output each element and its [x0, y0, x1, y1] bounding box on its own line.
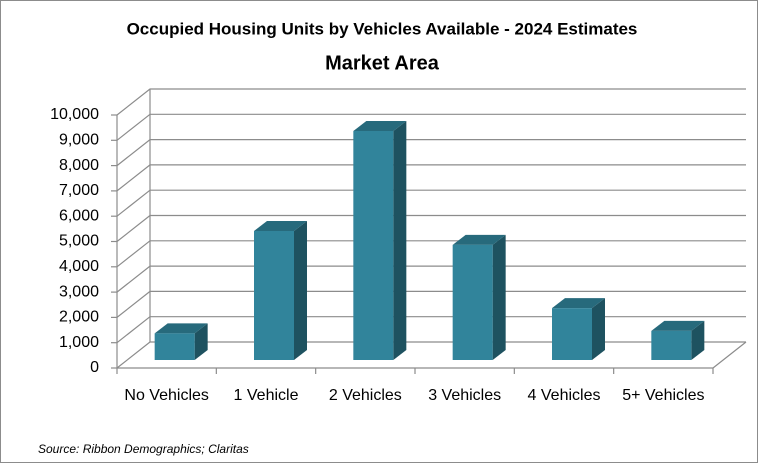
y-tick-label: 4,000 [59, 258, 99, 275]
bar-side [592, 298, 605, 360]
x-tick-label: 3 Vehicles [428, 387, 501, 404]
chart-subtitle: Market Area [325, 52, 440, 74]
y-tick-label: 5,000 [59, 233, 99, 250]
bar-top [452, 234, 506, 245]
grid-line [116, 290, 746, 318]
bar-top [254, 220, 307, 231]
y-tick-label: 2,000 [59, 309, 99, 326]
x-tick-label: 2 Vehicles [329, 387, 402, 404]
source-note: Source: Ribbon Demographics; Claritas [38, 442, 249, 456]
grid-line [116, 164, 746, 192]
y-tick-label: 6,000 [59, 207, 99, 224]
x-tick-label: No Vehicles [124, 387, 209, 404]
x-tick-label: 1 Vehicle [234, 387, 299, 404]
x-tick-label: 4 Vehicles [528, 387, 601, 404]
bar-front [353, 131, 394, 360]
bar-side [194, 323, 208, 360]
bar-side [691, 320, 705, 360]
bar-front [254, 230, 294, 360]
y-tick-label: 10,000 [50, 106, 99, 123]
bar-side [294, 220, 307, 360]
bar [552, 298, 605, 360]
bar [154, 323, 208, 360]
y-tick-label: 9,000 [59, 132, 99, 149]
grid-line [116, 113, 746, 141]
y-tick-label: 8,000 [59, 157, 99, 174]
grid-line [116, 265, 746, 293]
y-tick-label: 3,000 [59, 283, 99, 300]
bar-front [154, 333, 195, 360]
bar [452, 234, 506, 360]
grid-line [116, 341, 746, 369]
bar [353, 121, 407, 360]
bar-top [651, 320, 705, 331]
grid-line [116, 189, 746, 217]
bar-front [651, 330, 692, 360]
bar-side [393, 121, 407, 360]
bar-top [154, 323, 208, 334]
y-tick-label: 0 [90, 359, 99, 376]
bar-front [552, 308, 592, 360]
y-tick-label: 1,000 [59, 334, 99, 351]
x-tick-label: 5+ Vehicles [622, 387, 704, 404]
y-tick-label: 7,000 [59, 182, 99, 199]
grid-line [116, 240, 746, 268]
grid-line [116, 88, 746, 116]
grid-line [116, 214, 746, 242]
grid-line [116, 139, 746, 167]
bar-top [552, 298, 605, 309]
chart-title: Occupied Housing Units by Vehicles Avail… [127, 19, 638, 38]
bar-side [492, 234, 506, 360]
bar [651, 320, 705, 360]
bar [254, 220, 307, 360]
bar-top [353, 121, 407, 132]
grid-line [116, 316, 746, 344]
bar-front [452, 244, 493, 360]
